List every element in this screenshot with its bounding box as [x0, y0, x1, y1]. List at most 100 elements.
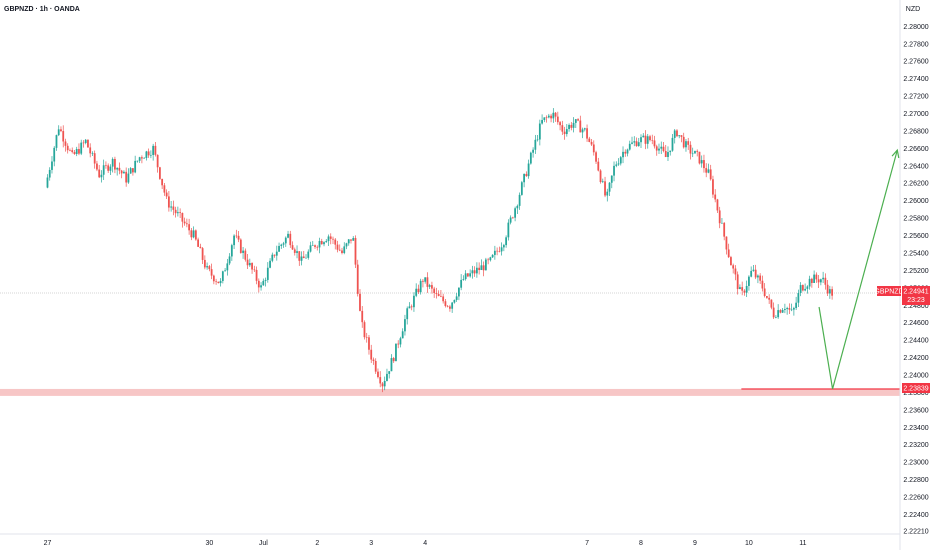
candle-body: [123, 171, 125, 174]
candle-body: [134, 160, 137, 173]
candle-body: [718, 210, 721, 224]
candle-body: [685, 141, 687, 148]
candle-body: [158, 167, 161, 179]
y-tick-label: 2.25600: [903, 233, 928, 240]
price-axis[interactable]: 2.28000 2.27800 2.27600 2.27400 2.27200 2.270…: [899, 0, 929, 550]
candle-body: [172, 206, 175, 210]
candle-body: [554, 112, 557, 117]
candle-body: [98, 169, 101, 178]
y-tick-label: 2.28000: [903, 24, 928, 31]
candle-body: [768, 297, 771, 300]
candle-body: [377, 371, 379, 378]
candle-body: [208, 266, 211, 270]
candle-body: [601, 181, 604, 183]
candle-body: [451, 302, 454, 309]
candle-body: [676, 130, 678, 137]
candle-body: [678, 135, 681, 137]
x-tick-label: 30: [205, 540, 213, 547]
candle-body: [797, 292, 800, 303]
candle-body: [132, 168, 134, 173]
candle-body: [248, 263, 251, 266]
candle-body: [581, 129, 584, 133]
candle-body: [275, 251, 278, 256]
candle-body: [444, 301, 447, 307]
x-tick-label: 4: [423, 540, 427, 547]
y-tick-label: 2.25400: [903, 250, 928, 257]
candle-body: [514, 208, 517, 218]
time-axis[interactable]: 2730Jul23478910111415161718: [0, 533, 932, 547]
candle-body: [624, 151, 627, 154]
y-tick-label: 2.27600: [903, 59, 928, 66]
candle-body: [819, 279, 822, 283]
x-tick-label: 2: [315, 540, 319, 547]
candle-body: [167, 196, 170, 208]
candle-body: [637, 142, 640, 147]
candle-body: [84, 139, 87, 143]
candle-body: [401, 331, 404, 339]
candle-body: [221, 271, 224, 281]
candle-body: [320, 241, 323, 245]
candle-body: [300, 256, 303, 261]
candle-body: [703, 160, 705, 169]
candle-body: [520, 182, 523, 195]
y-tick-label: 2.24200: [903, 355, 928, 362]
candle-body: [55, 135, 58, 148]
candle-body: [577, 119, 579, 121]
x-tick-label: 3: [369, 540, 373, 547]
candle-body: [57, 129, 60, 136]
candle-body: [739, 287, 741, 290]
candle-body: [552, 112, 555, 119]
candle-body: [120, 170, 123, 174]
candle-body: [51, 161, 53, 170]
candle-body: [431, 285, 433, 289]
candle-body: [660, 146, 663, 149]
candle-body: [509, 217, 512, 223]
candle-body: [651, 140, 654, 141]
candle-body: [646, 136, 649, 144]
candle-body: [278, 245, 280, 252]
candle-body: [179, 212, 182, 213]
candle-body: [757, 275, 759, 278]
candle-body: [667, 152, 669, 157]
y-tick-label: 2.25200: [903, 268, 928, 275]
candle-body: [565, 129, 568, 135]
candle-body: [91, 153, 94, 154]
candle-body: [176, 212, 179, 214]
candle-body: [194, 230, 197, 240]
candle-body: [590, 141, 593, 145]
candle-body: [493, 250, 496, 255]
candle-body: [691, 153, 694, 155]
candle-body: [449, 306, 451, 309]
candle-body: [386, 373, 388, 381]
candle-body: [626, 149, 629, 154]
y-tick-label: 2.25800: [903, 216, 928, 223]
candle-body: [440, 296, 442, 297]
candle-body: [114, 158, 116, 170]
candle-body: [583, 128, 586, 130]
candle-body: [516, 205, 519, 209]
x-tick-label: 10: [745, 540, 753, 547]
candle-body: [743, 290, 746, 293]
candle-body: [462, 279, 465, 280]
candle-body: [190, 230, 193, 238]
candle-body: [359, 293, 361, 311]
y-tick-label: 2.22400: [903, 512, 928, 519]
candle-body: [152, 145, 155, 155]
candle-body: [507, 222, 510, 238]
candle-body: [631, 142, 633, 144]
candle-body: [806, 286, 809, 289]
y-tick-label: 2.26400: [903, 163, 928, 170]
candle-body: [799, 285, 802, 293]
support-zone-layer: [0, 292, 900, 396]
candle-body: [415, 288, 418, 296]
candle-body: [233, 235, 235, 246]
current-price-tag-bg: [902, 286, 930, 305]
candle-body: [264, 279, 267, 281]
candle-body: [370, 349, 373, 360]
candle-body: [100, 174, 103, 178]
candle-body: [831, 289, 834, 296]
y-tick-label: 2.23600: [903, 407, 928, 414]
candle-body: [395, 343, 397, 362]
candle-body: [417, 288, 420, 293]
